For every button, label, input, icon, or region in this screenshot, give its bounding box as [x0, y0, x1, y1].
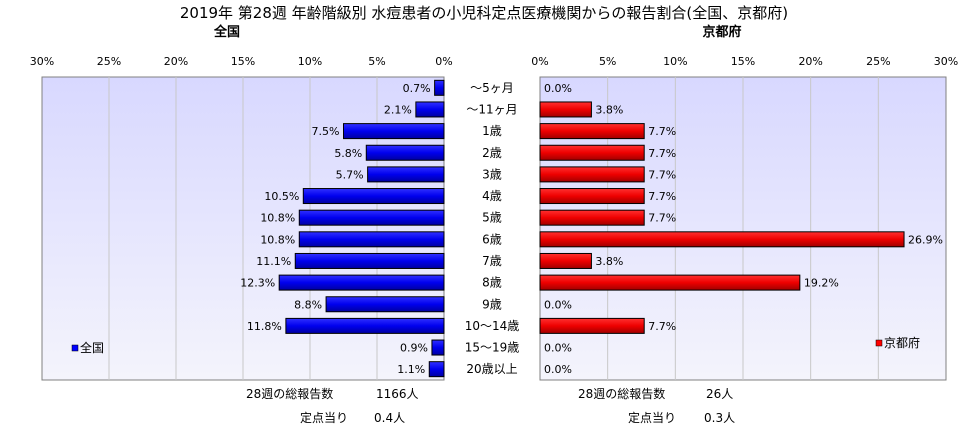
category-label: 2歳	[482, 146, 502, 160]
kyoto-per-label: 定点当り	[628, 410, 676, 425]
kyoto-tick-label: 20%	[798, 55, 822, 68]
national-data-label: 2.1%	[384, 103, 412, 116]
kyoto-tick-label: 25%	[866, 55, 890, 68]
kyoto-data-label: 3.8%	[595, 255, 623, 268]
kyoto-bar	[539, 101, 592, 118]
national-data-label: 5.7%	[336, 168, 364, 181]
national-bar	[298, 231, 445, 248]
national-bar	[365, 144, 445, 161]
national-per-label: 定点当り	[300, 410, 348, 425]
kyoto-bar	[539, 166, 645, 183]
national-legend-label: 全国	[80, 340, 104, 355]
national-tick-label: 10%	[298, 55, 322, 68]
national-data-label: 1.1%	[397, 363, 425, 376]
national-tick-label: 0%	[435, 55, 452, 68]
kyoto-data-label: 7.7%	[648, 168, 676, 181]
kyoto-legend-swatch	[875, 339, 883, 347]
kyoto-bar	[539, 123, 645, 140]
national-data-label: 10.5%	[264, 190, 299, 203]
national-tick-label: 30%	[30, 55, 54, 68]
kyoto-panel-title: 京都府	[702, 24, 741, 40]
kyoto-data-label: 7.7%	[648, 147, 676, 160]
national-data-label: 0.9%	[400, 342, 428, 355]
national-bar	[367, 166, 445, 183]
category-label: 3歳	[482, 167, 502, 181]
national-legend-swatch	[71, 344, 79, 352]
kyoto-bar	[539, 252, 592, 269]
kyoto-data-label: 0.0%	[544, 82, 572, 95]
national-data-label: 11.1%	[256, 255, 291, 268]
kyoto-data-label: 7.7%	[648, 212, 676, 225]
kyoto-data-label: 0.0%	[544, 342, 572, 355]
national-bar	[343, 123, 445, 140]
national-data-label: 7.5%	[312, 125, 340, 138]
category-label: 7歳	[482, 254, 502, 268]
kyoto-bar	[539, 274, 801, 291]
kyoto-total-value: 26人	[706, 387, 733, 401]
category-label: 1歳	[482, 124, 502, 138]
category-label: 4歳	[482, 189, 502, 203]
kyoto-data-label: 7.7%	[648, 320, 676, 333]
national-bar	[294, 252, 445, 269]
kyoto-data-label: 3.8%	[595, 103, 623, 116]
category-label: 〜11ヶ月	[466, 102, 517, 116]
kyoto-bar	[539, 209, 645, 226]
kyoto-data-label: 19.2%	[804, 277, 839, 290]
kyoto-data-label: 7.7%	[648, 190, 676, 203]
kyoto-tick-label: 0%	[531, 55, 548, 68]
kyoto-tick-label: 10%	[663, 55, 687, 68]
national-data-label: 10.8%	[260, 212, 295, 225]
national-bar	[278, 274, 445, 291]
national-per-value: 0.4人	[374, 411, 405, 425]
kyoto-bar	[539, 144, 645, 161]
national-bar	[431, 339, 445, 356]
national-data-label: 0.7%	[403, 82, 431, 95]
national-bar	[428, 361, 445, 378]
kyoto-tick-label: 30%	[934, 55, 958, 68]
kyoto-data-label: 26.9%	[908, 233, 943, 246]
national-data-label: 10.8%	[260, 233, 295, 246]
kyoto-data-label: 0.0%	[544, 363, 572, 376]
national-bar	[285, 317, 445, 334]
national-data-label: 5.8%	[334, 147, 362, 160]
national-bar	[434, 79, 445, 96]
category-label: 20歳以上	[466, 362, 517, 376]
kyoto-bar	[539, 317, 645, 334]
kyoto-data-label: 7.7%	[648, 125, 676, 138]
kyoto-data-label: 0.0%	[544, 298, 572, 311]
category-label: 5歳	[482, 211, 502, 225]
category-label: 〜5ヶ月	[470, 81, 514, 95]
category-label: 6歳	[482, 232, 502, 246]
kyoto-bar	[539, 231, 905, 248]
national-bar	[302, 188, 445, 205]
chart-title: 2019年 第28週 年齢階級別 水痘患者の小児科定点医療機関からの報告割合(全…	[180, 4, 788, 22]
national-data-label: 12.3%	[240, 277, 275, 290]
category-label: 9歳	[482, 297, 502, 311]
national-total-value: 1166人	[376, 387, 419, 401]
national-data-label: 11.8%	[247, 320, 282, 333]
national-tick-label: 15%	[231, 55, 255, 68]
national-data-label: 8.8%	[294, 298, 322, 311]
kyoto-total-label: 28週の総報告数	[578, 386, 665, 401]
category-label: 8歳	[482, 276, 502, 290]
national-total-label: 28週の総報告数	[246, 386, 333, 401]
national-bar	[325, 296, 445, 313]
kyoto-per-value: 0.3人	[704, 411, 735, 425]
national-tick-label: 20%	[164, 55, 188, 68]
category-label: 10〜14歳	[465, 319, 520, 333]
kyoto-bar	[539, 188, 645, 205]
national-bar	[298, 209, 445, 226]
national-tick-label: 25%	[97, 55, 121, 68]
category-label: 15〜19歳	[465, 341, 520, 355]
national-panel-title: 全国	[213, 24, 240, 40]
kyoto-legend-label: 京都府	[884, 335, 920, 350]
kyoto-tick-label: 5%	[599, 55, 616, 68]
national-bar	[415, 101, 445, 118]
kyoto-tick-label: 15%	[731, 55, 755, 68]
national-tick-label: 5%	[368, 55, 385, 68]
